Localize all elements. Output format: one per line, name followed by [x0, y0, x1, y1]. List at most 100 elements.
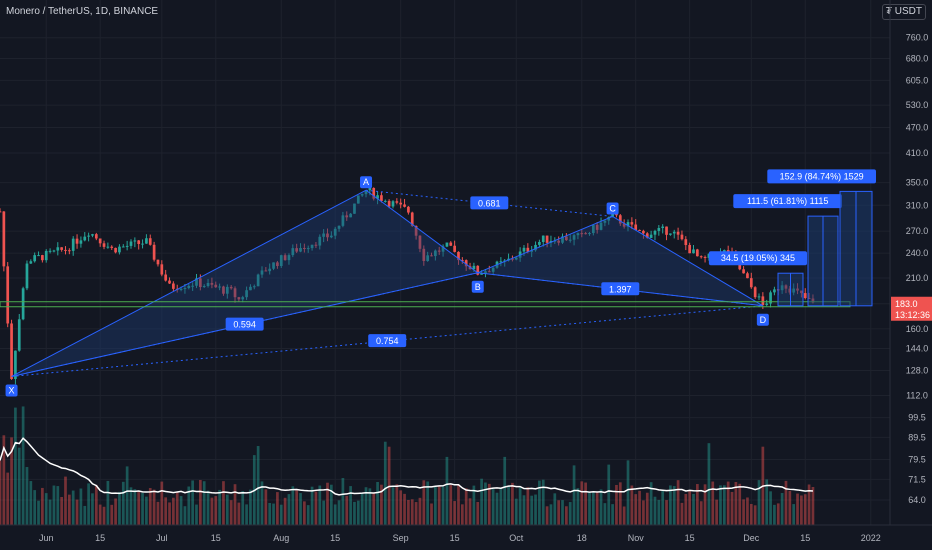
volume-bar — [152, 489, 156, 525]
candle-body — [753, 287, 757, 298]
volume-bar — [422, 480, 426, 525]
target-label: 111.5 (61.81%) 1115 — [747, 196, 828, 206]
volume-bar — [507, 485, 510, 525]
volume-bar — [669, 485, 672, 525]
volume-bar — [372, 492, 376, 525]
candle-body — [179, 288, 183, 290]
candle-body — [303, 247, 306, 249]
volume-bar — [711, 481, 715, 525]
volume-bar — [360, 493, 364, 525]
y-tick-label: 128.0 — [906, 366, 929, 376]
candle-body — [611, 212, 614, 218]
volume-bar — [738, 483, 742, 525]
volume-bar — [441, 486, 445, 525]
candle-body — [214, 284, 218, 288]
candle-body — [380, 195, 383, 201]
volume-bar — [487, 483, 491, 525]
candle-body — [160, 264, 164, 275]
volume-bar — [237, 502, 241, 525]
volume-bar — [110, 504, 114, 525]
candle-body — [584, 233, 587, 235]
volume-bar — [87, 483, 90, 525]
target-label-bg — [767, 169, 876, 184]
candle-body — [279, 255, 283, 266]
volume-bar — [407, 499, 410, 525]
candle-body — [75, 238, 79, 244]
candle-body — [410, 212, 414, 226]
candle-body — [534, 244, 537, 251]
candle-body — [237, 297, 241, 300]
volume-bar — [356, 500, 360, 525]
x-tick-label: 15 — [685, 533, 695, 543]
volume-bar — [195, 504, 198, 525]
candle-body — [10, 323, 13, 379]
volume-bar — [734, 481, 738, 525]
candle-body — [195, 278, 198, 286]
x-tick-label: Aug — [273, 533, 289, 543]
candle-body — [511, 258, 514, 260]
volume-bar — [491, 489, 495, 525]
volume-bar — [457, 484, 460, 525]
candle-body — [110, 246, 114, 248]
x-tick-label: 15 — [450, 533, 460, 543]
candle-body — [87, 235, 90, 237]
candle-body — [391, 201, 395, 207]
volume-bar — [688, 490, 692, 525]
candle-body — [622, 223, 626, 227]
volume-bar — [380, 484, 383, 525]
volume-bar — [395, 484, 399, 525]
tether-icon: ₮ — [885, 6, 892, 17]
candle-body — [626, 222, 630, 227]
candle-body — [669, 233, 672, 235]
candle-body — [83, 236, 87, 241]
volume-bar — [434, 487, 437, 525]
volume-bar — [376, 481, 379, 525]
volume-bar — [792, 504, 796, 525]
x-tick-label: Nov — [628, 533, 645, 543]
volume-bar — [464, 488, 468, 525]
candle-body — [252, 286, 256, 288]
candle-body — [198, 278, 202, 288]
volume-bar — [206, 490, 210, 525]
candle-body — [746, 273, 749, 279]
volume-bar — [145, 496, 148, 525]
volume-bar — [345, 495, 349, 525]
candle-body — [37, 255, 40, 257]
volume-bar — [645, 492, 649, 525]
candle-body — [125, 245, 129, 247]
volume-bar — [437, 485, 441, 525]
currency-selector[interactable]: ₮ USDT — [881, 4, 926, 20]
volume-bar — [329, 484, 333, 525]
candle-body — [41, 255, 44, 261]
candle-body — [472, 265, 476, 270]
candle-body — [722, 250, 726, 252]
volume-bar — [773, 504, 776, 525]
candle-body — [260, 270, 264, 275]
volume-bar — [665, 500, 668, 525]
volume-bar — [707, 443, 711, 525]
y-tick-label: 160.0 — [906, 324, 929, 334]
volume-bar — [295, 489, 299, 525]
candle-body — [418, 235, 422, 249]
candle-body — [376, 195, 379, 199]
candle-body — [137, 240, 141, 244]
point-label-c: C — [609, 203, 616, 213]
candle-body — [545, 235, 549, 243]
candle-body — [68, 250, 71, 252]
candle-body — [445, 242, 449, 247]
candle-body — [618, 215, 622, 224]
candle-body — [437, 250, 441, 252]
candle-body — [580, 233, 584, 235]
candle-body — [572, 235, 576, 240]
volume-bar — [14, 407, 17, 525]
volume-bar — [322, 500, 325, 525]
volume-bar — [453, 501, 456, 525]
candle-body — [0, 211, 2, 213]
point-label-d-bg — [756, 313, 769, 326]
candle-body — [276, 262, 279, 266]
volume-bar — [757, 480, 761, 525]
x-tick-label: Sep — [393, 533, 409, 543]
y-tick-label: 605.0 — [906, 75, 929, 85]
